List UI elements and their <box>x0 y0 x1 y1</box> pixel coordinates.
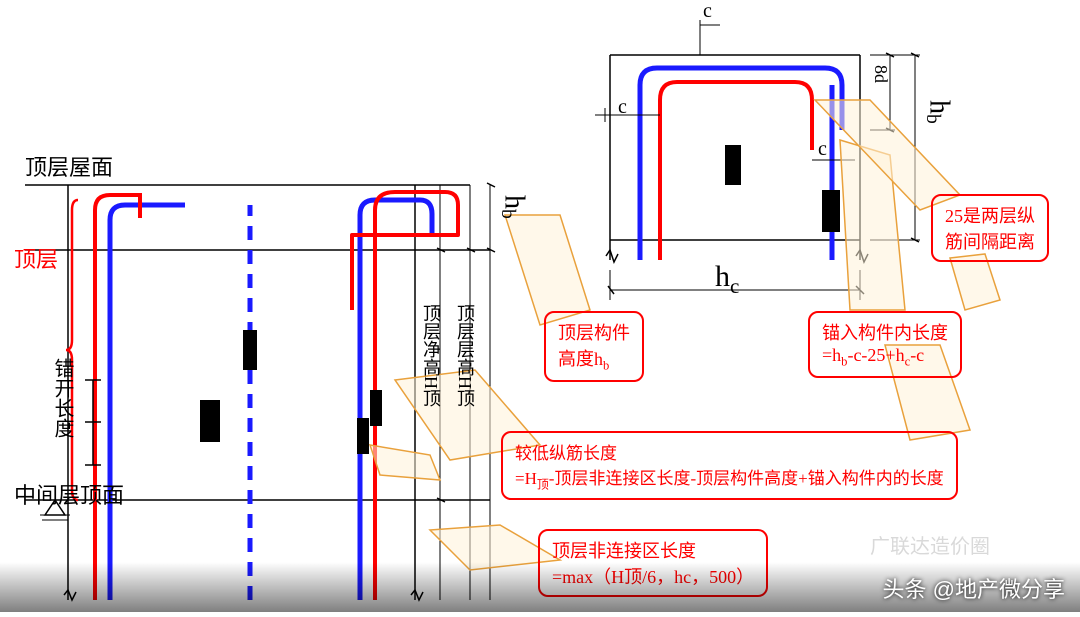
callout-lower-bar: 较低纵筋长度 =H顶-顶层非连接区长度-顶层构件高度+锚入构件内的长度 <box>501 431 958 500</box>
callout-spacing-25: 25是两层纵 筋间隔距离 <box>931 194 1049 262</box>
label-top-floor: 顶层 <box>14 242 58 274</box>
label-mid-top: 中间层顶面 <box>14 478 124 510</box>
label-floor-height: 顶层层高H顶 <box>452 304 478 407</box>
label-c-left: c <box>618 96 627 119</box>
label-hc-small: hc <box>715 260 739 299</box>
label-hb-small: hb <box>921 100 955 124</box>
footer-credit: 头条 @地产微分享 <box>883 572 1065 604</box>
diagram-svg <box>0 0 1080 612</box>
label-roof: 顶层屋面 <box>25 150 113 182</box>
label-c-right: c <box>818 138 827 161</box>
label-hb-right: hb <box>496 195 530 219</box>
label-8d: 8d <box>870 65 891 83</box>
watermark: 广联达造价圈 <box>870 530 990 559</box>
callout-comp-height: 顶层构件 高度hb <box>544 311 644 382</box>
label-offset-len: 错开长度 <box>48 358 77 438</box>
label-c-top: c <box>703 0 712 23</box>
label-net-height: 顶层净高H顶 <box>418 304 444 407</box>
callout-anchor-len: 锚入构件内长度 =hb-c-25+hc-c <box>808 311 962 378</box>
